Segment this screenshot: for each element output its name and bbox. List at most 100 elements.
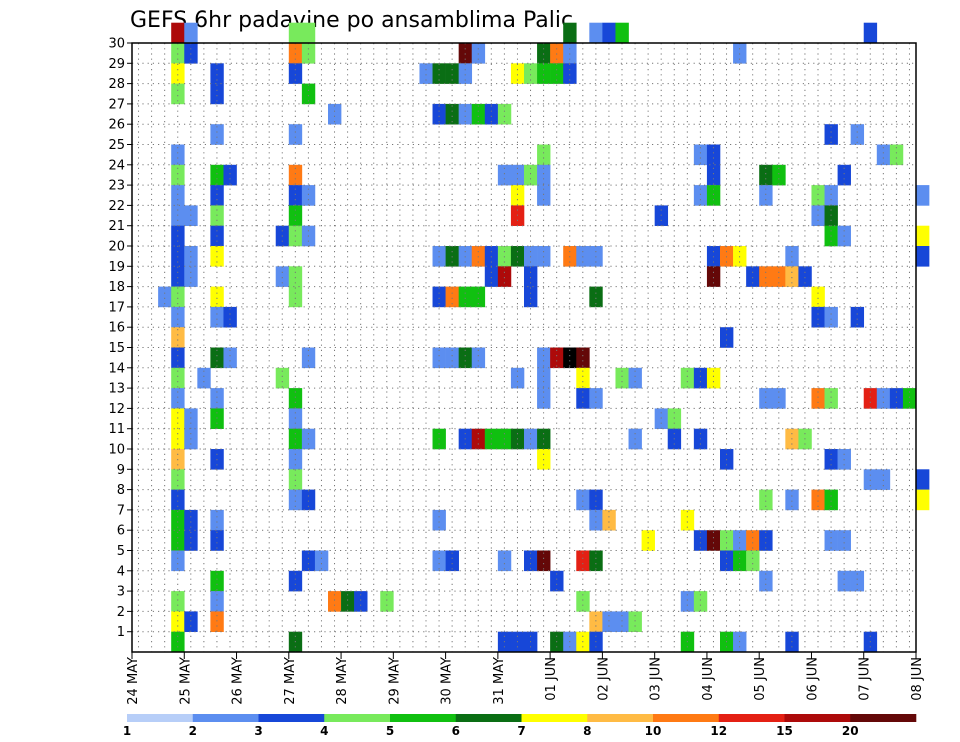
colorbar-label: 12: [710, 724, 727, 738]
heatmap-cell: [497, 164, 512, 186]
y-tick-label: 10: [108, 443, 125, 458]
heatmap-cell: [589, 489, 603, 511]
heatmap-cell: [811, 185, 825, 206]
colorbar-swatch: [258, 714, 325, 722]
heatmap-cell: [824, 530, 838, 551]
heatmap-cell: [471, 43, 486, 64]
cells-layer: [158, 22, 930, 653]
heatmap-cell: [314, 550, 329, 572]
heatmap-cell: [602, 611, 616, 632]
y-tick-label: 25: [108, 138, 125, 153]
heatmap-cell: [288, 164, 303, 186]
heatmap-cell: [471, 103, 486, 125]
heatmap-cell: [850, 306, 865, 328]
colorbar-label: 15: [776, 724, 793, 738]
y-tick-label: 29: [108, 57, 125, 72]
heatmap-cell: [576, 388, 590, 409]
heatmap-cell: [759, 570, 773, 592]
colorbar-swatch: [784, 714, 851, 722]
heatmap-cell: [288, 266, 303, 287]
heatmap-cell: [275, 266, 290, 287]
heatmap-cell: [380, 591, 394, 612]
heatmap-cell: [524, 266, 538, 287]
heatmap-cell: [602, 22, 616, 44]
heatmap-cell: [850, 570, 865, 592]
heatmap-cell: [824, 489, 838, 511]
x-tick-label: 05 JUN: [753, 657, 768, 701]
heatmap-cell: [693, 185, 708, 206]
heatmap-cell: [759, 489, 773, 511]
heatmap-cell: [824, 185, 838, 206]
heatmap-cell: [288, 489, 303, 511]
heatmap-cell: [615, 367, 629, 389]
heatmap-cell: [563, 43, 577, 64]
colorbar-label: 3: [254, 724, 262, 738]
heatmap-cell: [537, 164, 551, 186]
x-tick-label: 29 MAY: [387, 657, 402, 705]
heatmap-cell: [863, 22, 878, 44]
heatmap-cell: [693, 144, 708, 166]
heatmap-cell: [733, 43, 747, 64]
heatmap-cell: [798, 266, 812, 287]
heatmap-cell: [759, 266, 773, 287]
heatmap-cell: [210, 347, 224, 369]
x-tick-label: 27 MAY: [283, 657, 298, 705]
heatmap-cell: [171, 509, 185, 531]
y-tick-label: 23: [108, 179, 125, 194]
heatmap-cell: [889, 144, 904, 166]
x-tick-label: 24 MAY: [126, 657, 141, 705]
heatmap-cell: [288, 124, 303, 145]
heatmap-cell: [733, 530, 747, 551]
heatmap-cell: [288, 22, 303, 44]
y-tick-label: 15: [108, 341, 125, 356]
heatmap-cell: [210, 286, 224, 308]
heatmap-cell: [210, 164, 224, 186]
heatmap-cell: [432, 509, 446, 531]
heatmap-cell: [288, 43, 303, 64]
colorbar-swatch: [192, 714, 259, 722]
heatmap-cell: [210, 388, 224, 409]
heatmap-cell: [785, 266, 799, 287]
y-tick-label: 16: [108, 321, 125, 336]
heatmap-cell: [171, 185, 185, 206]
heatmap-cell: [288, 185, 303, 206]
heatmap-cell: [223, 164, 237, 186]
heatmap-cell: [811, 489, 825, 511]
heatmap-cell: [772, 388, 786, 409]
heatmap-cell: [210, 185, 224, 206]
colorbar-label: 6: [452, 724, 460, 738]
y-tick-label: 24: [108, 158, 125, 173]
heatmap-cell: [576, 550, 590, 572]
heatmap-cell: [171, 611, 185, 632]
heatmap-cell: [210, 591, 224, 612]
heatmap-cell: [615, 22, 629, 44]
colorbar-label: 4: [320, 724, 328, 738]
heatmap-cell: [210, 408, 224, 429]
heatmap-cell: [863, 388, 878, 409]
heatmap-cell: [171, 327, 185, 348]
x-tick-label: 28 MAY: [335, 657, 350, 705]
y-tick-label: 19: [108, 260, 125, 275]
heatmap-cell: [680, 509, 695, 531]
heatmap-cell: [445, 103, 459, 125]
x-tick-label: 08 JUN: [910, 657, 925, 701]
heatmap-cell: [706, 266, 721, 287]
heatmap-cell: [537, 367, 551, 389]
colorbar-swatch: [850, 714, 917, 722]
heatmap-cell: [589, 22, 603, 44]
heatmap-cell: [301, 22, 316, 44]
heatmap-cell: [772, 266, 786, 287]
colorbar-label: 20: [842, 724, 859, 738]
heatmap-cell: [432, 347, 446, 369]
heatmap-cell: [563, 22, 577, 44]
heatmap-cell: [537, 144, 551, 166]
heatmap-cell: [667, 408, 682, 429]
heatmap-cell: [458, 63, 473, 84]
y-tick-label: 30: [108, 37, 125, 52]
heatmap-cell: [171, 266, 185, 287]
heatmap-cell: [458, 347, 473, 369]
heatmap-cell: [720, 530, 734, 551]
heatmap-cell: [184, 408, 198, 429]
y-tick-label: 14: [108, 361, 125, 376]
